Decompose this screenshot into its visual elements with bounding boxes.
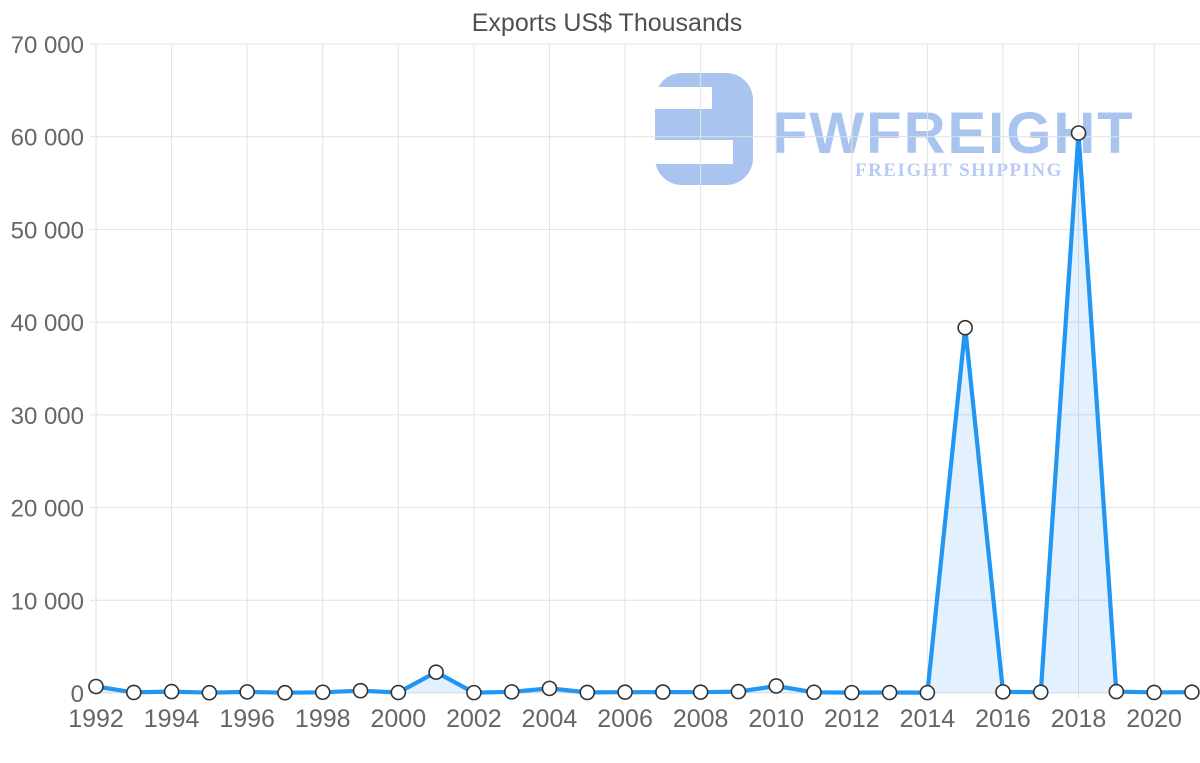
data-point-marker [843,684,860,701]
data-point-marker [1032,684,1049,700]
x-tick-label: 2002 [446,705,502,733]
data-point-marker [352,682,369,699]
y-tick-label: 50 000 [11,217,84,244]
y-tick-label: 70 000 [11,32,84,59]
x-tick-label: 2014 [900,705,956,733]
data-point-marker [995,684,1011,700]
data-point-marker [314,684,331,701]
y-tick-label: 40 000 [11,310,84,337]
x-tick-label: 2010 [748,705,804,733]
series-layer [88,125,1200,701]
watermark-tagline: FREIGHT SHIPPING [855,160,1063,181]
x-tick-label: 2016 [975,705,1031,733]
x-tick-label: 1998 [295,705,351,733]
area-fill [96,133,1192,693]
chart-title: Exports US$ Thousands [472,9,743,37]
data-point-marker [655,684,671,700]
data-point-marker [201,684,218,701]
data-point-marker [503,684,520,700]
data-point-marker [390,684,407,701]
data-point-marker [881,684,898,701]
y-tick-label: 30 000 [11,403,84,430]
x-tick-label: 1992 [68,705,124,733]
data-point-marker [692,684,709,700]
y-tick-label: 0 [71,681,84,708]
x-tick-label: 2012 [824,705,880,733]
data-line [93,130,1195,695]
x-tick-label: 2004 [522,705,578,733]
data-point-marker [1146,684,1162,701]
y-tick-label: 60 000 [11,125,84,152]
data-point-marker [163,683,180,700]
data-point-marker [428,664,444,680]
x-tick-label: 2006 [597,705,653,733]
x-tick-label: 2018 [1051,705,1107,733]
data-point-marker [579,684,596,701]
data-point-marker [466,684,482,701]
axis-labels-layer: 0 10 000 20 000 30 000 40 000 50 000 60 000 70 … [11,32,1182,733]
x-tick-label: 2000 [371,705,427,733]
data-point-marker [768,678,785,694]
watermark: FWFREIGHT FREIGHT SHIPPING [655,73,1133,185]
data-point-marker [919,684,936,701]
data-point-marker [125,684,142,701]
data-point-marker [88,678,104,695]
fwfreight-logo-icon [655,73,753,185]
data-point-marker [1070,125,1087,141]
y-tick-label: 20 000 [11,496,84,523]
x-tick-label: 2020 [1126,705,1182,733]
data-point-marker [239,684,255,700]
data-point-marker [541,680,558,697]
data-point-marker [277,684,293,701]
data-point-marker [957,319,973,336]
x-tick-label: 1994 [144,705,200,733]
data-point-marker [1184,684,1200,700]
data-point-marker [806,684,822,701]
data-point-marker [730,683,747,700]
data-point-marker [1108,683,1125,700]
x-tick-label: 2008 [673,705,729,733]
x-tick-label: 1996 [219,705,275,733]
data-point-marker [617,684,633,700]
y-tick-label: 10 000 [11,588,84,615]
